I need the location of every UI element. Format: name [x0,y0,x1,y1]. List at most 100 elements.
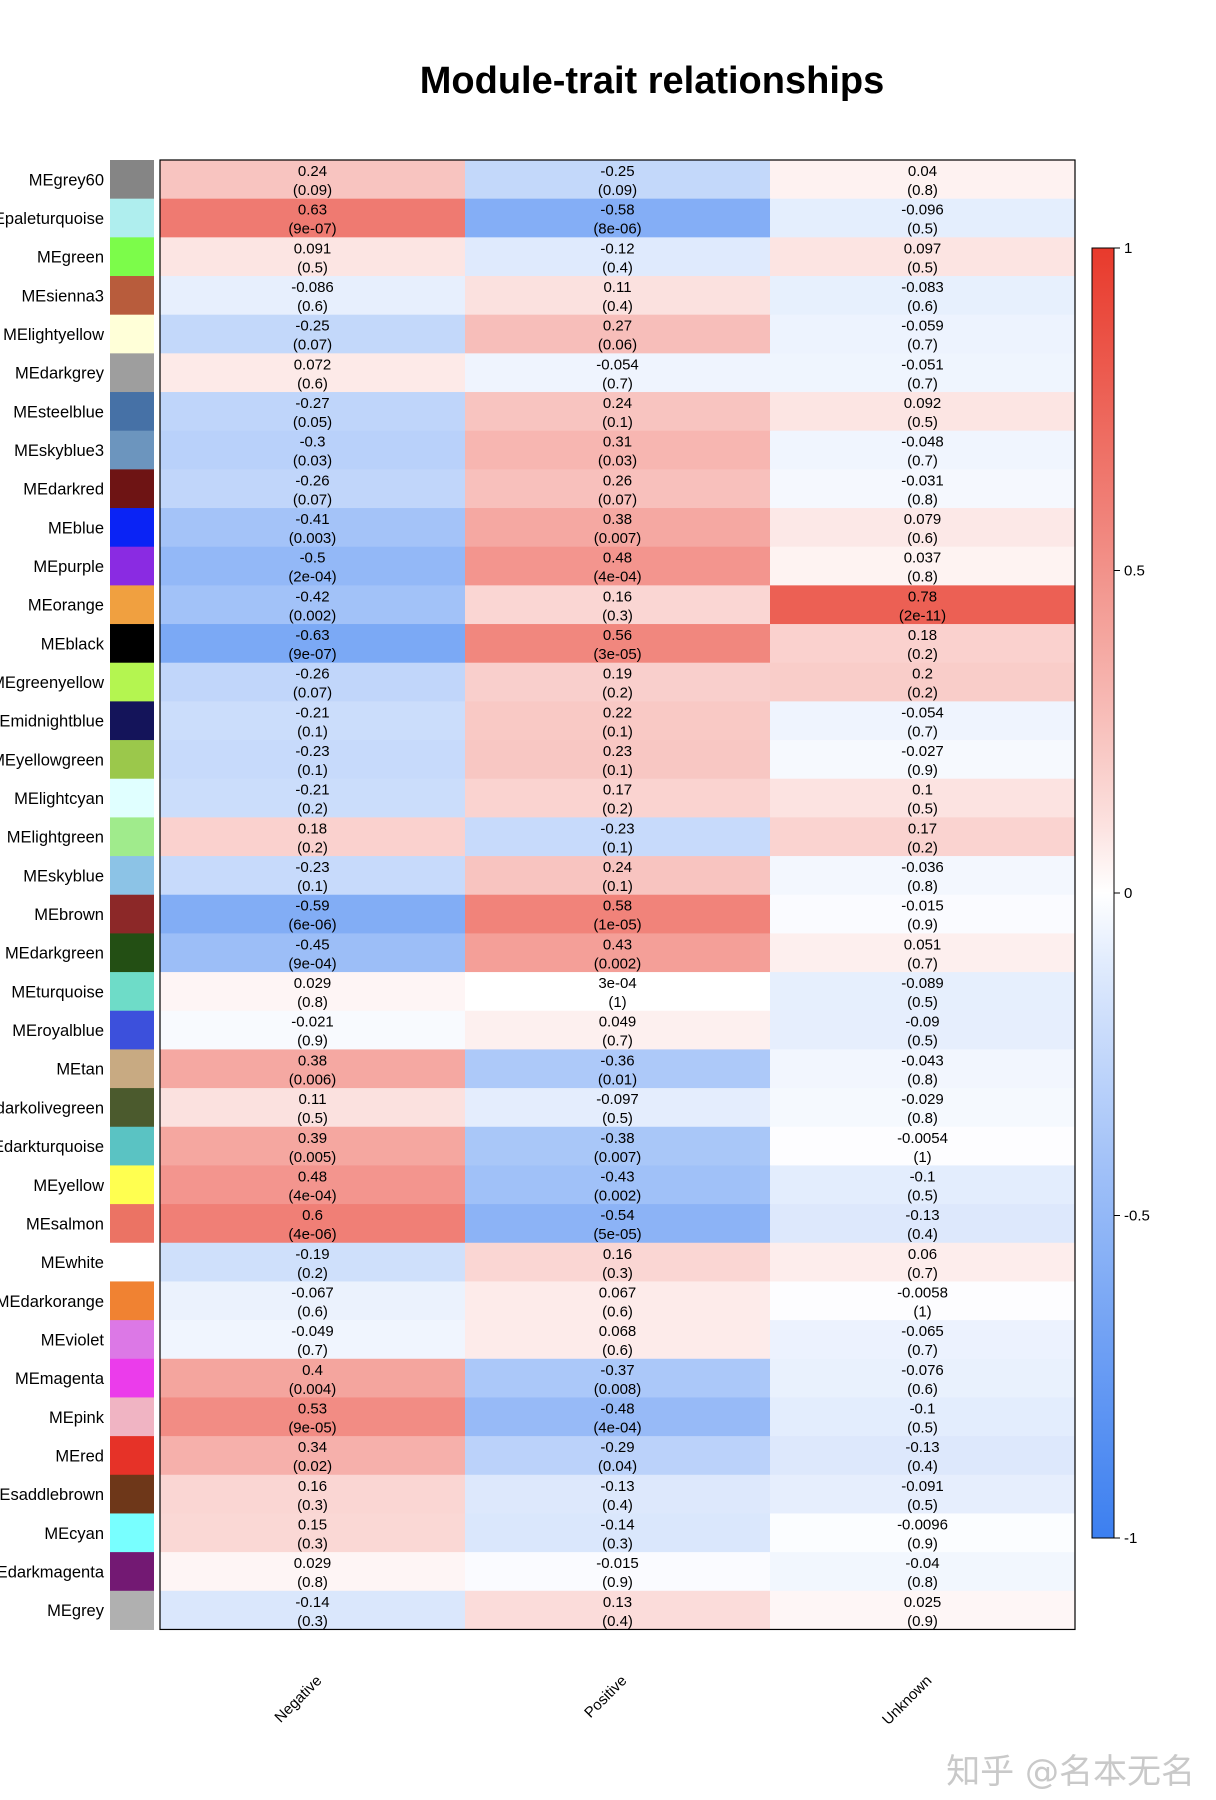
module-color-swatches [110,160,154,1630]
cell-value: -0.043 [901,1052,944,1069]
cell-pvalue: (1) [913,1149,931,1166]
cell-pvalue: (0.02) [293,1458,332,1475]
row-label-MEwhite: MEwhite [41,1254,104,1272]
cell-MEviolet-Negative [160,1320,466,1360]
cell-MEskyblue3-Negative [160,430,466,470]
cell-pvalue: (0.09) [598,182,637,199]
cell-value: -0.059 [901,318,944,335]
cell-pvalue: (0.5) [602,1110,633,1127]
cell-value: 0.1 [912,782,933,799]
cell-value: -0.37 [600,1362,634,1379]
cell-pvalue: (0.8) [907,1071,938,1088]
swatch-MEtan [110,1049,154,1089]
cell-value: 0.067 [599,1284,637,1301]
cell-pvalue: (0.9) [907,917,938,934]
row-labels: MEgrey60 MEpaleturquoise MEgreen MEsienna3 M… [0,171,105,1620]
cell-value: -0.45 [295,936,329,953]
cell-MEtan-Positive [465,1049,771,1089]
cell-MEred-Unknown [770,1436,1076,1476]
cell-pvalue: (0.7) [907,1265,938,1282]
cell-MEdarkorange-Negative [160,1281,466,1321]
cell-pvalue: (0.8) [297,994,328,1011]
cell-pvalue: (0.9) [907,1613,938,1630]
cell-MEroyalblue-Negative [160,1010,466,1050]
row-label-MEdarkgrey: MEdarkgrey [15,365,105,383]
cell-pvalue: (9e-05) [288,1419,336,1436]
heatmap-cells [160,160,1076,1630]
cell-value: 0.06 [908,1246,937,1263]
cell-MEtan-Negative [160,1049,466,1089]
watermark: 知乎 @名本无名 [946,1752,1195,1792]
cell-value: 0.068 [599,1323,637,1340]
swatch-MEpurple [110,546,154,586]
cell-MEgreenyellow-Unknown [770,662,1076,702]
row-label-MEpurple: MEpurple [33,558,104,576]
cell-pvalue: (0.05) [293,414,332,431]
cell-pvalue: (0.8) [907,569,938,586]
swatch-MEgreen [110,237,154,277]
cell-value: 0.091 [294,240,332,257]
row-label-MEskyblue3: MEskyblue3 [14,442,104,460]
cell-MEbrown-Unknown [770,894,1076,934]
swatch-MEdarkgrey [110,353,154,393]
cell-MEwhite-Positive [465,1242,771,1282]
cell-pvalue: (0.2) [297,839,328,856]
cell-value: 0.17 [603,782,632,799]
row-label-MEdarkgreen: MEdarkgreen [5,945,104,963]
row-label-MElightgreen: MElightgreen [7,829,104,847]
cell-value: 3e-04 [598,975,636,992]
swatch-MEdarkolivegreen [110,1088,154,1128]
cell-MEsienna3-Negative [160,276,466,316]
color-scale-legend: 1 0.5 0 -0.5 -1 [1091,240,1150,1547]
cell-value: -0.015 [901,898,944,915]
cell-value: -0.031 [901,472,944,489]
cell-value: 0.13 [603,1594,632,1611]
cell-value: 0.23 [603,743,632,760]
swatch-MEgrey [110,1590,154,1630]
cell-pvalue: (0.4) [907,1226,938,1243]
swatch-MEmagenta [110,1358,154,1398]
cell-value: -0.36 [600,1052,634,1069]
cell-value: -0.21 [295,704,329,721]
swatch-MEgrey60 [110,160,154,200]
cell-MEgrey-Positive [465,1590,771,1630]
cell-value: 0.78 [908,588,937,605]
cell-MEbrown-Negative [160,894,466,934]
cell-MEskyblue-Positive [465,856,771,896]
cell-pvalue: (0.1) [297,723,328,740]
cell-value: 0.18 [298,820,327,837]
cell-value: -0.42 [295,588,329,605]
cell-MEpaleturquoise-Negative [160,198,466,238]
cell-MEsteelblue-Negative [160,392,466,432]
cell-pvalue: (0.6) [297,1303,328,1320]
cell-value: -0.3 [300,434,326,451]
cell-value: -0.1 [910,1400,936,1417]
cell-value: -0.076 [901,1362,944,1379]
cell-value: 0.48 [603,550,632,567]
swatch-MEsienna3 [110,276,154,316]
cell-MEdarkolivegreen-Negative [160,1088,466,1128]
cell-MEdarkturquoise-Negative [160,1126,466,1166]
swatch-MEyellowgreen [110,740,154,780]
cell-pvalue: (0.3) [602,1535,633,1552]
cell-pvalue: (0.8) [297,1574,328,1591]
cell-pvalue: (0.1) [297,762,328,779]
swatch-MEturquoise [110,972,154,1012]
row-label-MEsaddlebrown: MEsaddlebrown [0,1486,104,1504]
cell-value: -0.23 [600,820,634,837]
cell-value: -0.21 [295,782,329,799]
cell-value: -0.25 [600,163,634,180]
swatch-MEdarkturquoise [110,1126,154,1166]
cell-MEyellow-Negative [160,1165,466,1205]
cell-pvalue: (0.8) [907,1574,938,1591]
cell-value: -0.29 [600,1439,634,1456]
cell-value: 0.037 [904,550,942,567]
cell-MEsteelblue-Positive [465,392,771,432]
cell-value: -0.13 [905,1439,939,1456]
cell-MEdarkgreen-Positive [465,933,771,973]
cell-value: 0.16 [298,1478,327,1495]
row-label-MEturquoise: MEturquoise [11,983,104,1001]
cell-value: 0.079 [904,511,942,528]
cell-MEdarkgreen-Negative [160,933,466,973]
cell-pvalue: (0.4) [602,259,633,276]
